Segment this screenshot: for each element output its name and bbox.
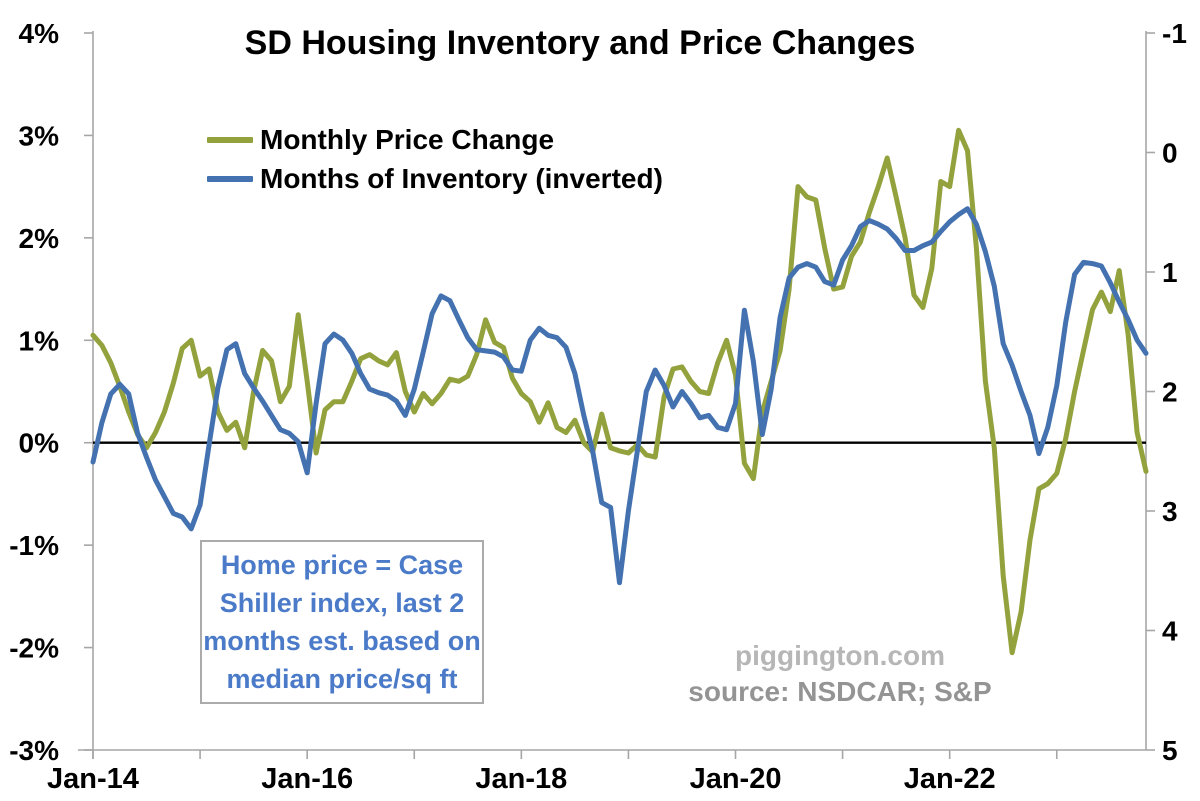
watermark-source: source: NSDCAR; S&P [688,676,992,707]
right-axis-tick-label: 2 [1162,377,1178,408]
left-axis-tick-label: 0% [19,428,60,459]
chart-title: SD Housing Inventory and Price Changes [244,24,916,62]
annotation-line: Home price = Case [220,550,464,580]
legend-label-price: Monthly Price Change [260,123,555,155]
x-axis-tick-label: Jan-14 [47,763,139,795]
watermark: piggington.com source: NSDCAR; S&P [640,638,1040,710]
left-axis-tick-label: 4% [19,18,60,49]
annotation-line: months est. based on [203,626,481,656]
x-axis-tick-label: Jan-16 [261,763,353,795]
watermark-site: piggington.com [735,640,945,671]
legend-item-price: Monthly Price Change [207,120,663,159]
price-change-line [90,127,1149,656]
annotation-box: Home price = Case Shiller index, last 2 … [200,540,484,704]
left-axis-tick-label: -2% [9,633,59,664]
price-line-swatch-icon [207,136,253,143]
inventory-line-swatch-icon [207,175,253,182]
right-axis-tick-label: 3 [1162,496,1178,527]
right-axis-tick-label: 1 [1162,257,1178,288]
left-axis-tick-label: 3% [19,120,60,151]
right-axis-tick-label: -1 [1162,18,1187,49]
legend-item-inventory: Months of Inventory (inverted) [207,159,663,198]
left-axis-tick-label: -3% [9,735,59,766]
right-axis-tick-label: 5 [1162,735,1178,766]
left-axis-tick-label: 1% [19,325,60,356]
left-axis-tick-label: 2% [19,223,60,254]
right-axis-tick-label: 0 [1162,138,1178,169]
x-axis-tick-label: Jan-18 [475,763,567,795]
left-axis-tick-label: -1% [9,530,59,561]
annotation-line: median price/sq ft [226,664,458,694]
legend: Monthly Price Change Months of Inventory… [207,120,663,198]
legend-label-inventory: Months of Inventory (inverted) [260,162,663,194]
x-axis-tick-label: Jan-22 [904,763,996,795]
right-axis-tick-label: 4 [1162,616,1178,647]
x-axis-tick-label: Jan-20 [690,763,782,795]
inventory-line [90,206,1149,586]
annotation-line: Shiller index, last 2 [219,588,465,618]
